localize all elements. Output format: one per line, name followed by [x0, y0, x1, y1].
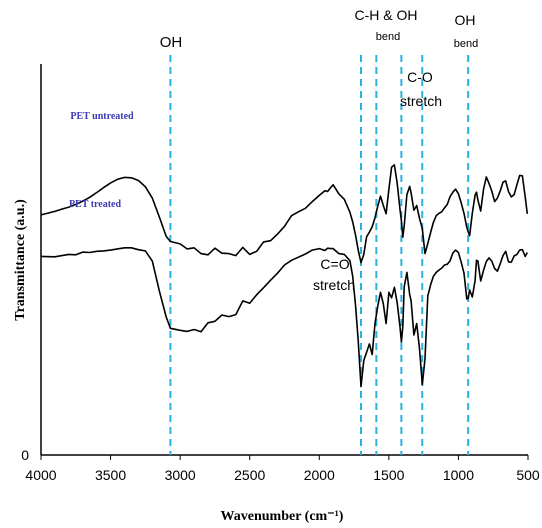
annotation-ch-oh-bend: C-H & OH	[355, 7, 418, 23]
y-tick-label-0: 0	[21, 447, 29, 463]
x-axis-title: Wavenumber (cm⁻¹)	[221, 509, 344, 524]
annotation-co: C-O	[407, 69, 433, 85]
annotation-oh-bend-sub: bend	[454, 38, 478, 50]
series-label-treated: PET treated	[69, 199, 122, 210]
x-tick-label-1500: 1500	[373, 467, 404, 483]
annotation-oh-bend: OH	[455, 12, 476, 28]
annotation-co-double: C=O	[320, 256, 349, 272]
series-line-treated	[40, 247, 529, 388]
y-axis-title: Transmittance (a.u.)	[13, 199, 28, 321]
x-tick-label-1000: 1000	[443, 467, 474, 483]
x-tick-label-2500: 2500	[234, 467, 265, 483]
annotation-oh: OH	[160, 34, 183, 51]
annotation-co-double-sub: stretch	[313, 277, 355, 293]
x-tick-label-500: 500	[516, 467, 540, 483]
annotation-co-sub: stretch	[400, 93, 442, 109]
x-tick-label-2000: 2000	[304, 467, 335, 483]
series-line-untreated	[40, 164, 529, 264]
x-tick-label-3500: 3500	[95, 467, 126, 483]
x-tick-label-3000: 3000	[165, 467, 196, 483]
x-tick-label-4000: 4000	[25, 467, 56, 483]
annotation-ch-oh-bend-sub: bend	[376, 31, 400, 43]
series-label-untreated: PET untreated	[70, 111, 134, 122]
